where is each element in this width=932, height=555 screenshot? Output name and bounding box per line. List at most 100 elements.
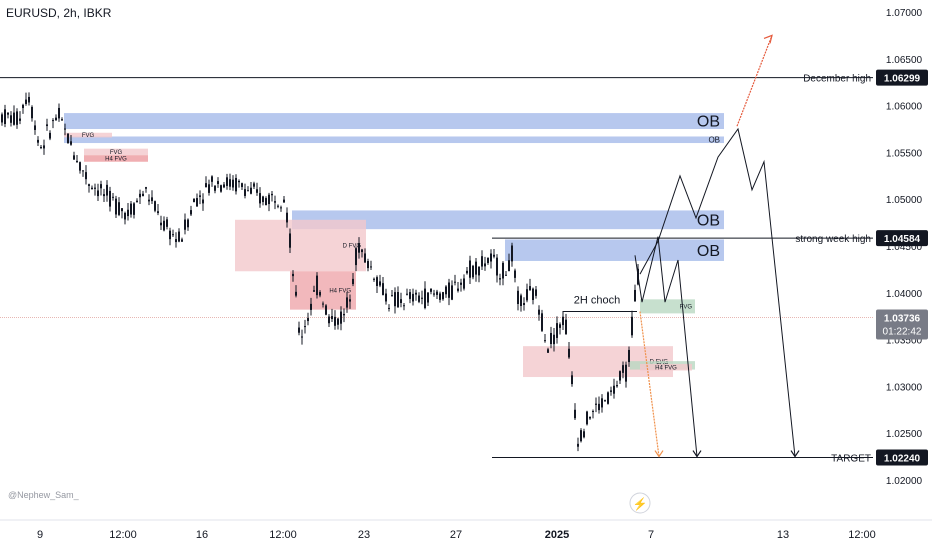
candle-body [118,202,120,215]
price-tag [876,69,928,86]
candle-body [499,278,501,280]
candle-body [292,273,294,277]
candle-body [139,193,141,198]
candle-body [133,203,135,215]
candle-body [82,170,84,172]
candle-body [622,365,624,373]
candle-body [544,340,546,342]
candle-body [136,200,138,203]
x-tick-label: 12:00 [848,529,876,541]
candle-body [391,295,393,297]
candle-body [223,184,225,188]
level-label: December high [803,74,871,85]
candle-body [340,311,342,324]
candle-body [331,316,333,319]
zone-ob [505,239,724,261]
candle-body [190,210,192,215]
candle-body [301,336,303,338]
candle-body [502,262,504,279]
candle-body [613,385,615,394]
candle-body [40,147,42,149]
candle-body [16,111,18,125]
candle-body [469,260,471,278]
x-tick-label: 13 [777,529,789,541]
candle-body [604,400,606,402]
candle-body [70,141,72,145]
candle-body [454,281,456,283]
candle-body [562,316,564,326]
candle-body [367,261,369,269]
zone-label: OB [697,212,720,229]
candle-body [115,198,117,215]
candle-body [574,409,576,419]
candle-body [22,104,24,109]
candle-body [520,295,522,306]
candle-body [433,293,435,295]
candle-body [592,411,594,413]
candle-body [250,187,252,194]
candle-body [481,256,483,267]
candle-body [271,193,273,196]
bull-arrow-head [763,34,773,44]
level-label: TARGET [831,454,871,465]
candle-body [373,278,375,280]
candle-body [298,327,300,333]
candle-body [442,292,444,300]
x-tick-label: 12:00 [269,529,297,541]
candle-body [28,96,30,103]
candle-body [457,288,459,291]
current-price-value: 1.03736 [884,314,921,325]
arrow-head [790,450,800,458]
candle-body [322,303,324,305]
candle-body [439,293,441,300]
candle-body [259,193,261,204]
candle-body [364,253,366,263]
candle-body [208,184,210,193]
candle-body [328,316,330,324]
candle-body [151,197,153,202]
candle-body [55,117,57,121]
candle-body [265,198,267,206]
lines-layer [0,77,873,459]
y-tick-label: 1.04000 [886,289,923,300]
x-tick-label: 2025 [545,529,569,541]
candle-body [394,292,396,307]
candle-body [568,348,570,358]
candle-body [64,128,66,130]
y-tick-label: 1.02000 [886,476,923,487]
candle-body [478,266,480,276]
candle-body [358,243,360,253]
price-tag-value: 1.04584 [884,234,921,245]
candle-body [430,288,432,292]
candle-body [229,179,231,187]
lightning-glyph: ⚡ [633,497,648,511]
projection-path [639,127,796,457]
x-tick-label: 16 [196,529,208,541]
candle-body [355,248,357,266]
candle-body [43,145,45,149]
candle-body [607,392,609,404]
candle-body [88,184,90,187]
candle-body [235,177,237,192]
candle-body [25,99,27,104]
x-tick-label: 7 [648,529,654,541]
candle-body [508,260,510,272]
zone-ob [292,210,724,230]
candle-body [73,155,75,160]
candle-body [436,291,438,295]
x-tick-label: 12:00 [109,529,137,541]
candle-body [304,326,306,328]
candle-body [205,183,207,188]
candle-body [169,230,171,240]
y-tick-label: 1.06000 [886,102,923,113]
candle-body [160,222,162,226]
candle-body [565,319,567,334]
candle-body [268,194,270,205]
zone-label: OB [708,136,720,145]
candle-body [85,172,87,180]
candle-body [244,189,246,196]
candle-body [307,318,309,322]
current-price-tag [876,309,928,340]
